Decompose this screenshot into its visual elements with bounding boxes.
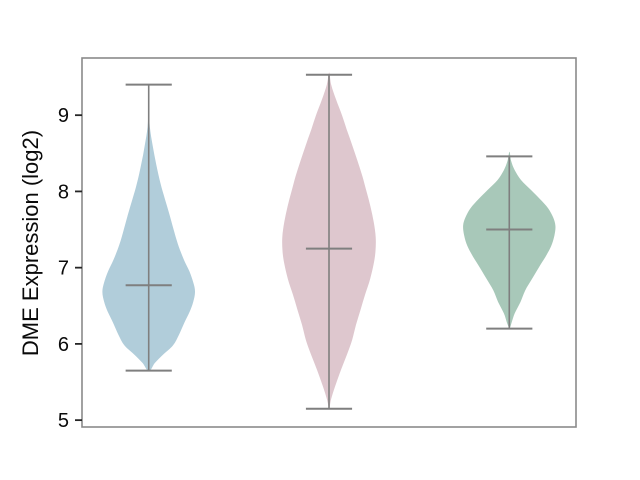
- y-axis-label: DME Expression (log2): [18, 130, 43, 356]
- y-tick-label: 6: [58, 334, 69, 356]
- y-tick-label: 5: [58, 410, 69, 432]
- y-tick-label: 8: [58, 181, 69, 203]
- y-tick-label: 7: [58, 258, 69, 280]
- plot-frame: [81, 57, 577, 428]
- y-tick-label: 9: [58, 105, 69, 127]
